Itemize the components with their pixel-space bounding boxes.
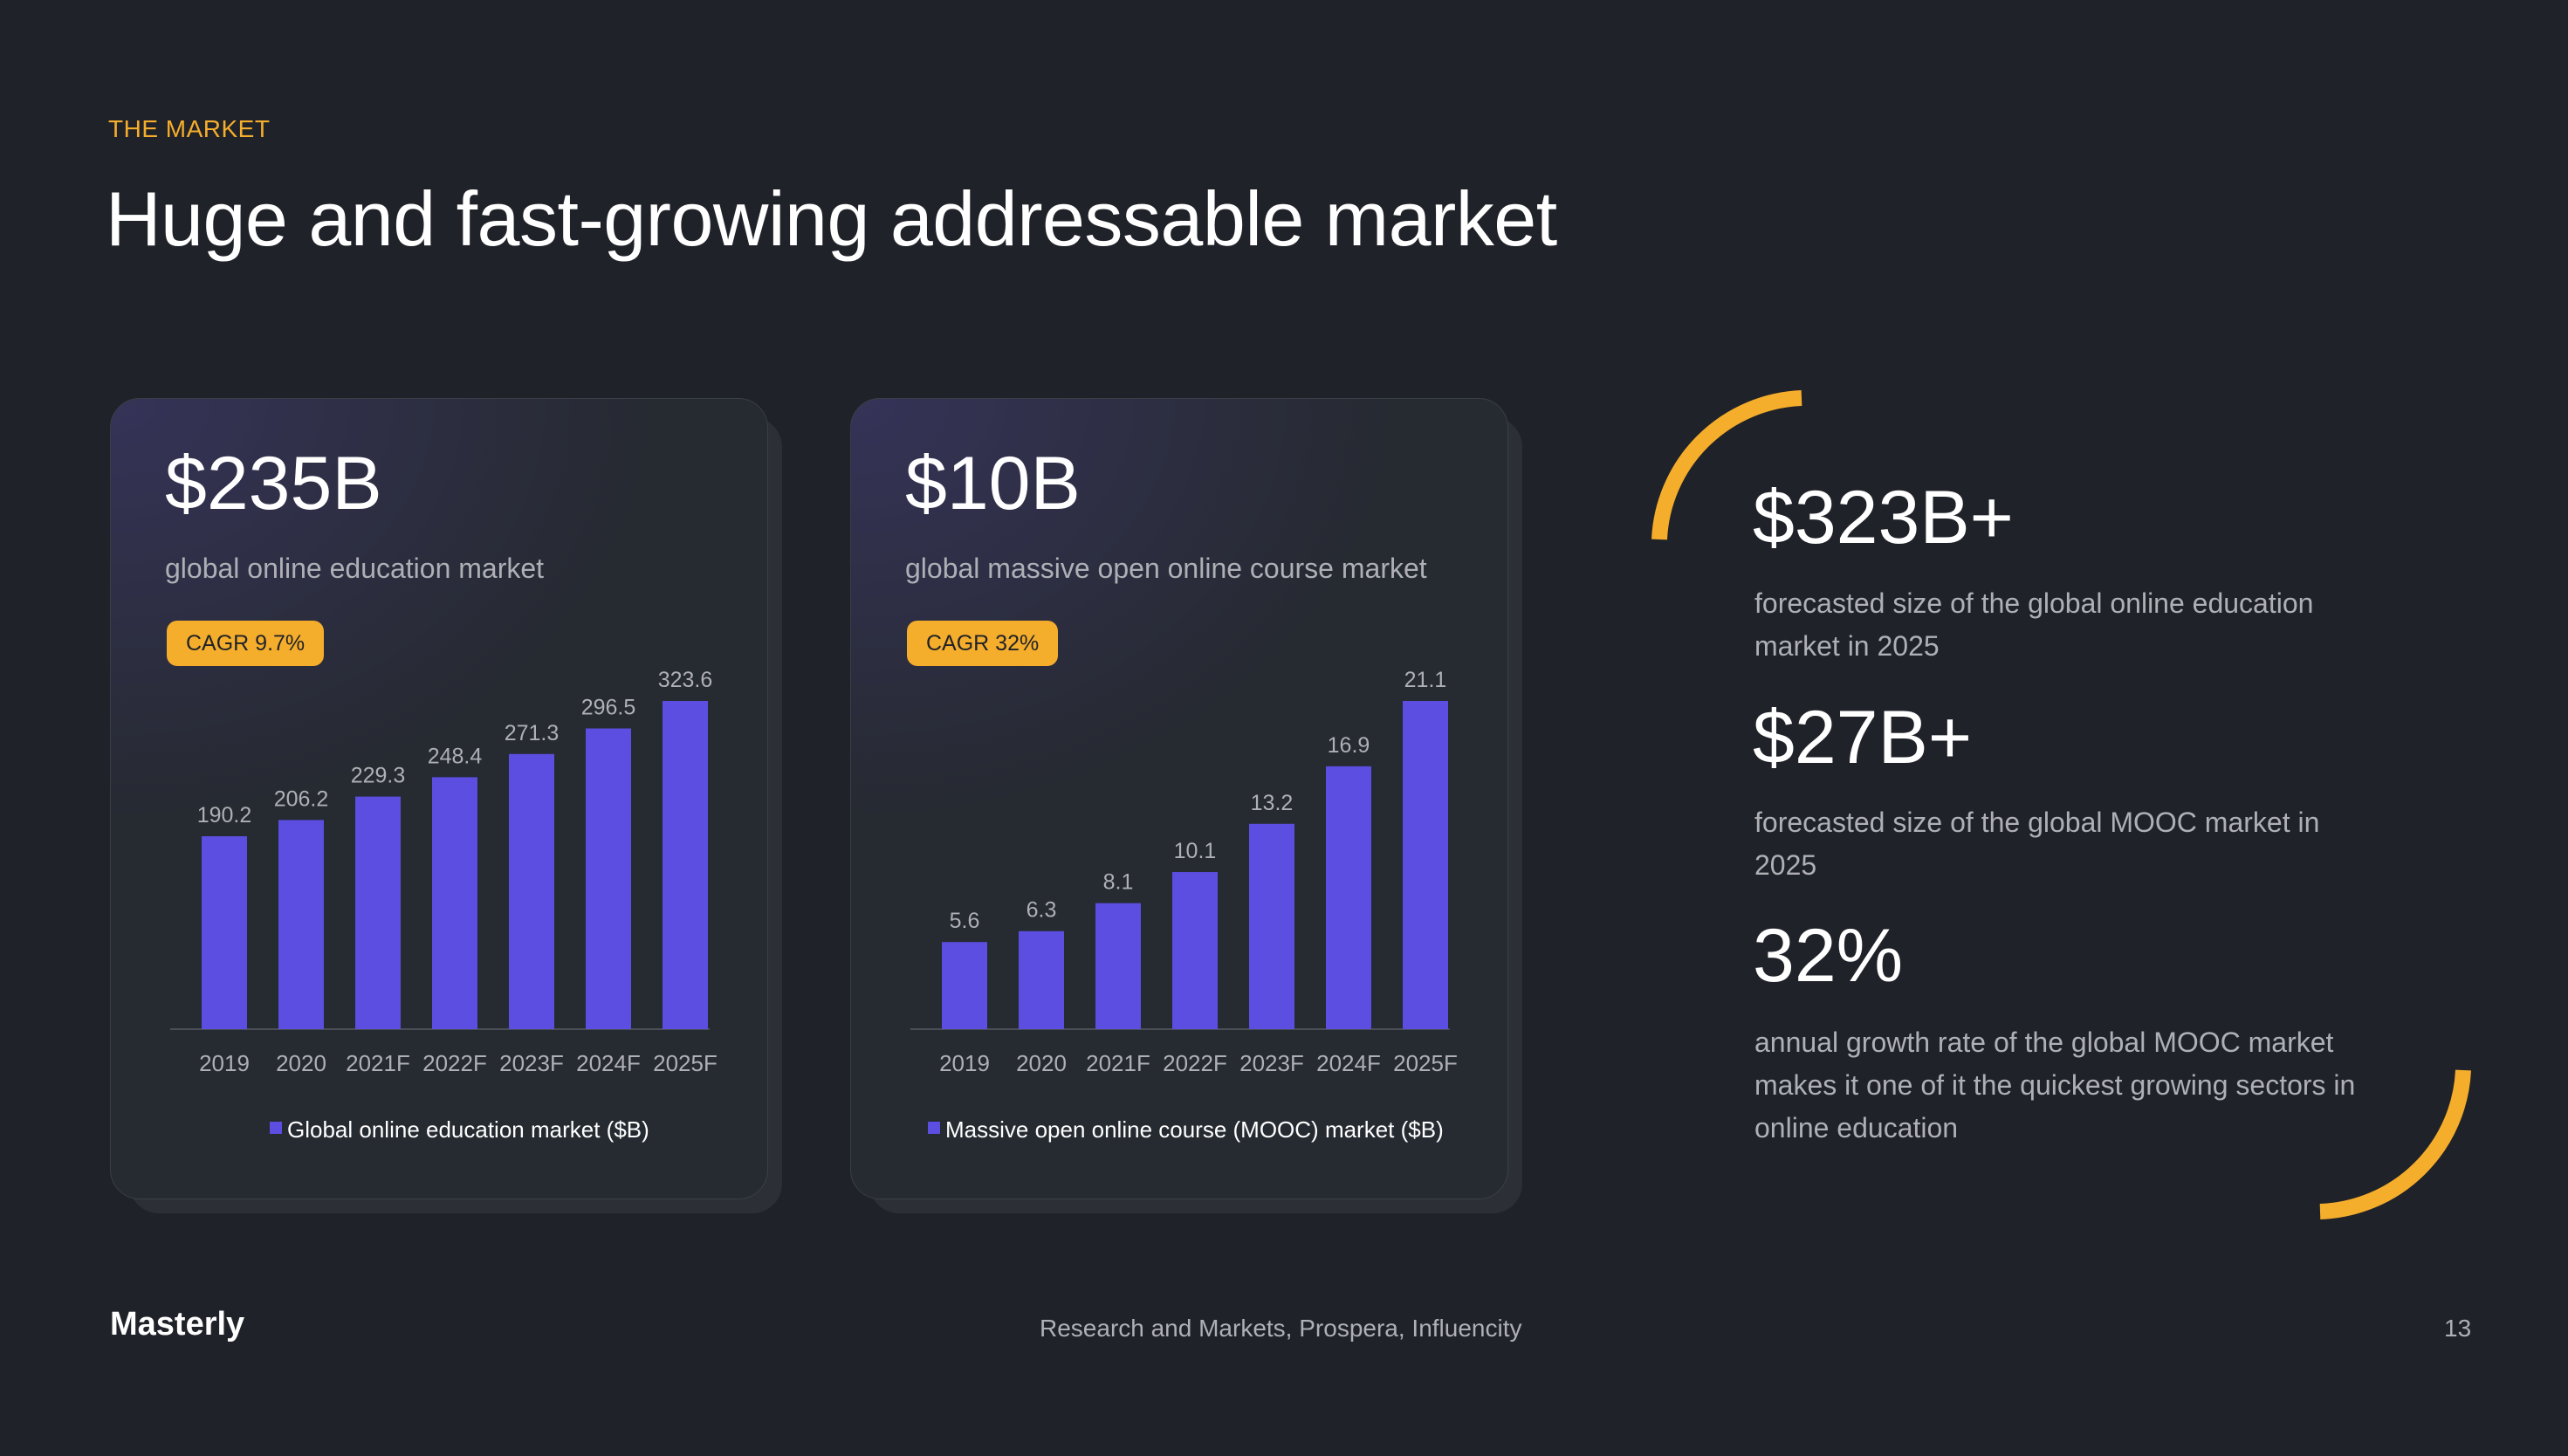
bar-2020 xyxy=(278,820,324,1029)
x-tick-label: 2019 xyxy=(939,1050,990,1076)
card-big-value: $235B xyxy=(165,442,382,525)
legend-swatch xyxy=(928,1122,940,1135)
page-title: Huge and fast-growing addressable market xyxy=(106,175,1557,262)
x-tick-label: 2024F xyxy=(1316,1050,1381,1076)
bar-2020 xyxy=(1019,931,1064,1029)
x-tick-label: 2023F xyxy=(499,1050,564,1076)
bar-value-label: 10.1 xyxy=(1174,839,1217,863)
bar-value-label: 229.3 xyxy=(351,764,406,788)
footer-source: Research and Markets, Prospera, Influenc… xyxy=(1040,1315,1522,1342)
stat-text-online-education: forecasted size of the global online edu… xyxy=(1754,587,2314,662)
stat-text-growth: annual growth rate of the global MOOC ma… xyxy=(1754,1027,2356,1144)
mooc-bar-chart: 5.6 2019 6.3 2020 8.1 2021F 10.1 2022F 13.2 2023F… xyxy=(910,668,1458,1076)
cagr-badge: CAGR 9.7% xyxy=(167,621,325,666)
x-tick-label: 2021F xyxy=(1086,1050,1150,1076)
card-subtitle: global massive open online course market xyxy=(905,553,1427,584)
bar-2024F xyxy=(1326,766,1371,1029)
stat-text-mooc: forecasted size of the global MOOC marke… xyxy=(1754,807,2320,881)
legend-label: Global online education market ($B) xyxy=(287,1116,649,1143)
bar-2019 xyxy=(942,942,987,1029)
stat-value-growth: 32% xyxy=(1753,914,1904,998)
x-tick-label: 2022F xyxy=(422,1050,487,1076)
bar-value-label: 8.1 xyxy=(1103,870,1134,895)
bar-2022F xyxy=(1172,872,1218,1029)
card-subtitle: global online education market xyxy=(165,553,545,584)
bar-2025F xyxy=(663,701,708,1029)
legend-label: Massive open online course (MOOC) market… xyxy=(945,1116,1444,1143)
x-tick-label: 2019 xyxy=(199,1050,250,1076)
card-big-value: $10B xyxy=(905,442,1081,525)
online-education-card: $235B global online education market CAG… xyxy=(110,398,768,1199)
bar-2024F xyxy=(586,728,631,1029)
bar-value-label: 13.2 xyxy=(1251,791,1294,815)
bar-2023F xyxy=(509,753,554,1029)
x-tick-label: 2020 xyxy=(276,1050,326,1076)
legend-swatch xyxy=(270,1122,282,1135)
x-tick-label: 2021F xyxy=(346,1050,410,1076)
x-tick-label: 2022F xyxy=(1163,1050,1227,1076)
bar-value-label: 248.4 xyxy=(428,744,483,768)
x-tick-label: 2020 xyxy=(1016,1050,1067,1076)
bar-value-label: 296.5 xyxy=(581,695,636,719)
stat-value-online-education: $323B+ xyxy=(1753,476,2014,560)
bar-2023F xyxy=(1249,823,1294,1029)
bar-value-label: 21.1 xyxy=(1404,668,1447,692)
bar-2021F xyxy=(355,796,401,1029)
brand-logo: Masterly xyxy=(110,1306,245,1343)
bar-value-label: 271.3 xyxy=(505,721,560,745)
mooc-card: $10B global massive open online course m… xyxy=(850,398,1508,1199)
bar-2022F xyxy=(432,777,477,1029)
bar-value-label: 206.2 xyxy=(274,786,329,811)
x-tick-label: 2024F xyxy=(576,1050,641,1076)
bar-value-label: 16.9 xyxy=(1328,733,1370,758)
chart-legend: Massive open online course (MOOC) market… xyxy=(928,1116,1444,1144)
x-tick-label: 2025F xyxy=(1393,1050,1458,1076)
stat-value-mooc: $27B+ xyxy=(1753,696,1973,780)
section-eyebrow: THE MARKET xyxy=(108,115,271,142)
online-education-bar-chart: 190.2 2019 206.2 2020 229.3 2021F 248.4 2022F 27… xyxy=(170,668,718,1076)
bar-2021F xyxy=(1095,903,1141,1029)
bar-value-label: 6.3 xyxy=(1027,898,1057,923)
page-number: 13 xyxy=(2444,1315,2472,1342)
bar-2025F xyxy=(1403,701,1448,1029)
bar-value-label: 5.6 xyxy=(950,909,980,933)
bar-2019 xyxy=(202,836,247,1029)
cagr-badge: CAGR 32% xyxy=(907,621,1059,666)
bar-value-label: 190.2 xyxy=(197,803,252,828)
chart-legend: Global online education market ($B) xyxy=(270,1116,649,1144)
x-tick-label: 2025F xyxy=(653,1050,718,1076)
bar-value-label: 323.6 xyxy=(658,668,713,692)
x-tick-label: 2023F xyxy=(1239,1050,1304,1076)
